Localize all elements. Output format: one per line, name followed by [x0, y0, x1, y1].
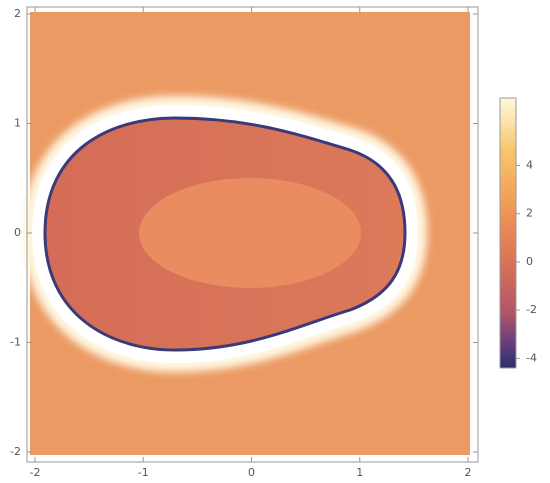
- y-tick-label: 0: [14, 226, 21, 239]
- x-tick-label: 2: [465, 466, 472, 479]
- y-tick-label: 1: [14, 117, 21, 130]
- y-tick-label: 2: [14, 7, 21, 20]
- colorbar-tick-label: 2: [526, 207, 533, 220]
- plot-frame: [26, 6, 479, 463]
- x-tick-label: 0: [248, 466, 255, 479]
- colorbar-tick-label: -2: [526, 303, 537, 316]
- colorbar-tick-label: -4: [526, 351, 537, 364]
- x-tick-label: -1: [138, 466, 149, 479]
- colorbar-tick-label: 4: [526, 159, 533, 172]
- y-tick-label: -2: [10, 445, 21, 458]
- colorbar-tick-label: 0: [526, 255, 533, 268]
- y-tick-label: -1: [10, 336, 21, 349]
- x-tick-label: -2: [30, 466, 41, 479]
- colorbar: [499, 97, 517, 369]
- x-tick-label: 1: [356, 466, 363, 479]
- density-image: [22, 12, 470, 455]
